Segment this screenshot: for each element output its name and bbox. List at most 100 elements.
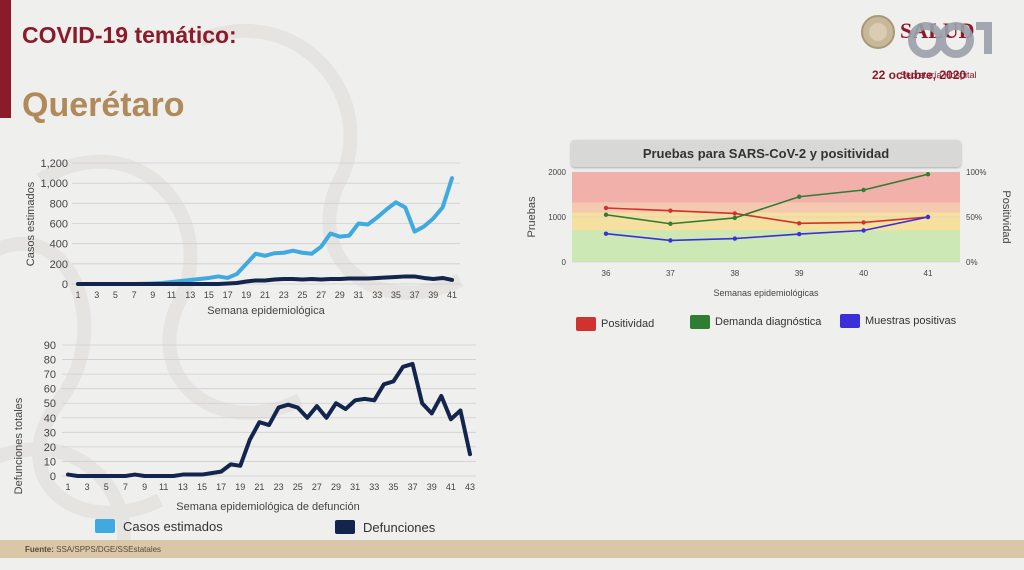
x-tick-label: 31: [350, 482, 360, 492]
x-tick-label: 23: [279, 290, 289, 300]
y-tick-label: 800: [50, 198, 68, 210]
logo-overlay-text: Secretaría Hospital: [900, 70, 977, 80]
y2-tick-label: 100%: [966, 168, 986, 177]
data-point: [925, 214, 931, 220]
x-axis-label: Semana epidemiológica de defunción: [176, 501, 359, 513]
y-tick-label: 1,000: [40, 178, 68, 190]
risk-band: [572, 172, 960, 203]
x-tick-label: 19: [241, 290, 251, 300]
x-tick-label: 3: [85, 482, 90, 492]
y2-tick-label: 50%: [966, 213, 982, 222]
legend-label-cases: Casos estimados: [123, 519, 223, 534]
series-line: [605, 207, 929, 225]
y-tick-label: 70: [44, 369, 56, 381]
x-tick-label: 11: [159, 482, 168, 492]
x-tick-label: 36: [602, 269, 611, 278]
y-axis-label: Defunciones totales: [13, 397, 25, 494]
x-tick-label: 35: [388, 482, 398, 492]
x-tick-label: 5: [104, 482, 109, 492]
x-tick-label: 23: [274, 482, 284, 492]
x-tick-label: 39: [428, 290, 438, 300]
x-tick-label: 17: [216, 482, 226, 492]
data-point: [861, 187, 866, 193]
x-tick-label: 17: [223, 290, 233, 300]
series-line: [605, 216, 929, 242]
x-axis-label: Semanas epidemiológicas: [713, 288, 819, 298]
x-tick-label: 21: [260, 290, 270, 300]
x-tick-label: 39: [795, 269, 804, 278]
x-tick-label: 1: [65, 482, 70, 492]
x-tick-label: 31: [353, 290, 363, 300]
x-tick-label: 37: [410, 290, 420, 300]
legend-label-demanda: Demanda diagnóstica: [715, 316, 822, 328]
x-tick-label: 29: [335, 290, 345, 300]
x-tick-label: 5: [113, 290, 118, 300]
x-tick-label: 37: [666, 269, 675, 278]
y-tick-label: 0: [62, 279, 68, 291]
y-tick-label: 0: [562, 258, 567, 267]
y-tick-label: 400: [50, 239, 68, 251]
x-tick-label: 27: [312, 482, 322, 492]
x-tick-label: 13: [185, 290, 195, 300]
data-point: [732, 215, 737, 221]
x-tick-label: 25: [297, 290, 307, 300]
x-tick-label: 3: [94, 290, 99, 300]
x-tick-label: 15: [197, 482, 207, 492]
y-tick-label: 20: [44, 442, 56, 454]
x-tick-label: 38: [730, 269, 739, 278]
x-tick-label: 19: [235, 482, 245, 492]
x-tick-label: 41: [924, 269, 933, 278]
state-title: Querétaro: [22, 86, 185, 124]
y-tick-label: 200: [50, 259, 68, 271]
data-point: [732, 236, 737, 241]
series-line: [76, 176, 454, 286]
legend-label-deaths: Defunciones: [363, 520, 436, 535]
x-tick-label: 25: [293, 482, 303, 492]
legend-swatch-muestras: [840, 314, 860, 328]
x-tick-label: 29: [331, 482, 341, 492]
x-tick-label: 41: [447, 290, 457, 300]
y-tick-label: 30: [44, 427, 56, 439]
x-tick-label: 37: [408, 482, 418, 492]
x-tick-label: 21: [254, 482, 264, 492]
x-tick-label: 7: [132, 290, 137, 300]
page-title: COVID-19 temático:: [22, 22, 237, 48]
tests-chart: 0 1000 2000 0% 50% 100% 36 37 38 39 40 41 Semanas ep…: [526, 168, 1012, 298]
x-tick-label: 39: [427, 482, 437, 492]
brand-accent-bar: [0, 0, 11, 118]
series-line: [66, 361, 472, 478]
y-tick-label: 600: [50, 219, 68, 231]
y-tick-label: 1,200: [40, 158, 68, 170]
date-label: 22 octubre, 2020: [872, 68, 967, 82]
footer-source-text: SSA/SPPS/DGE/SSEstatales: [56, 545, 162, 554]
data-point: [668, 238, 673, 243]
data-point: [732, 211, 737, 216]
data-point: [603, 231, 609, 236]
legend-swatch-deaths: [335, 520, 355, 534]
y-tick-label: 1000: [548, 213, 566, 222]
legend-label-muestras: Muestras positivas: [865, 315, 957, 327]
y-tick-label: 10: [44, 456, 56, 468]
data-point: [797, 231, 802, 237]
y2-tick-label: 0%: [966, 258, 978, 267]
x-tick-label: 35: [391, 290, 401, 300]
series-line: [605, 173, 929, 225]
footer-label: Fuente:: [25, 545, 54, 554]
y-tick-label: 50: [44, 398, 56, 410]
x-tick-label: 43: [465, 482, 475, 492]
y-axis-label: Pruebas: [526, 196, 538, 237]
x-tick-label: 9: [150, 290, 155, 300]
data-point: [861, 220, 866, 225]
x-tick-label: 33: [369, 482, 379, 492]
background-pattern: [0, 23, 464, 540]
x-tick-label: 40: [859, 269, 868, 278]
x-tick-label: 1: [75, 290, 80, 300]
legend-swatch-positividad: [576, 317, 596, 331]
footer-bar: [0, 540, 1024, 558]
footer-source: Fuente: SSA/SPPS/DGE/SSEstatales: [25, 545, 161, 554]
y-tick-label: 2000: [548, 168, 566, 177]
data-point: [797, 221, 802, 226]
x-tick-label: 7: [123, 482, 128, 492]
data-point: [668, 208, 673, 213]
